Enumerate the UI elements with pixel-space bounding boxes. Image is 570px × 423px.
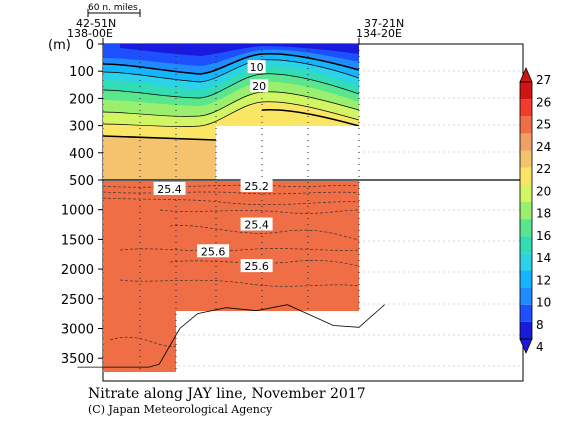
colorbar-segment bbox=[520, 150, 532, 168]
y-tick-label: 2000 bbox=[61, 263, 94, 278]
figure-credit: (C) Japan Meteorological Agency bbox=[88, 403, 273, 416]
colorbar-tick-label: 16 bbox=[536, 229, 551, 243]
colorbar-tick-label: 24 bbox=[536, 140, 551, 154]
end-station-lat: 37-21N bbox=[364, 17, 404, 30]
end-station-lon: 134-20E bbox=[356, 27, 402, 40]
contour-label-bg bbox=[153, 181, 186, 195]
y-unit-label: (m) bbox=[48, 38, 71, 53]
colorbar-tick-label: 8 bbox=[536, 318, 544, 332]
y-axis: 0 100 200 300 400 500 1000 1500 2000 2500 3000 3500 bbox=[61, 38, 103, 367]
colorbar-top-arrow bbox=[519, 66, 533, 83]
contour-label-bg bbox=[247, 60, 266, 74]
y-tick-label: 500 bbox=[69, 174, 94, 189]
y-tick-label: 400 bbox=[69, 147, 94, 162]
colorbar-segment bbox=[520, 133, 532, 151]
colorbar-segment bbox=[520, 99, 532, 117]
contour-label-bg bbox=[240, 217, 273, 231]
contour-label: 25.2 bbox=[244, 180, 269, 193]
contour-label: 25.4 bbox=[157, 183, 182, 196]
bottom-topography-line bbox=[77, 304, 385, 368]
colorbar-segment bbox=[520, 116, 532, 134]
scale-bar: 60 n. miles bbox=[87, 3, 141, 17]
contour-label-bg bbox=[240, 259, 273, 273]
colorbar-tick-label: 14 bbox=[536, 251, 551, 265]
contour-label: 25.4 bbox=[244, 219, 269, 232]
colorbar-tick-label: 18 bbox=[536, 207, 551, 221]
contour-label: 25.6 bbox=[201, 245, 226, 258]
colorbar-labels: 4 8 10 12 14 16 18 20 22 24 25 26 27 bbox=[536, 73, 551, 354]
colorbar-bottom-arrow bbox=[519, 338, 533, 355]
colorbar-segment bbox=[520, 236, 532, 254]
y-tick-label: 100 bbox=[69, 65, 94, 80]
contour-label-bg bbox=[197, 244, 230, 258]
y-tick-label: 3000 bbox=[61, 322, 94, 337]
lower-panel-fill bbox=[102, 181, 360, 372]
scale-bar-label: 60 n. miles bbox=[88, 3, 138, 13]
colorbar-segment bbox=[520, 201, 532, 220]
colorbar-tick-label: 22 bbox=[536, 162, 551, 176]
contour-label: 10 bbox=[250, 61, 264, 74]
figure-title: Nitrate along JAY line, November 2017 bbox=[88, 386, 366, 402]
colorbar-segment bbox=[520, 304, 532, 322]
colorbar-tick-label: 25 bbox=[536, 118, 551, 132]
colorbar-tick-label: 27 bbox=[536, 73, 551, 87]
colorbar-segment bbox=[520, 184, 532, 202]
contour-label-bg bbox=[250, 79, 269, 93]
y-tick-label: 3500 bbox=[61, 352, 94, 367]
y-tick-label: 200 bbox=[69, 92, 94, 107]
colorbar bbox=[519, 66, 533, 355]
y-tick-label: 2500 bbox=[61, 293, 94, 308]
colorbar-segment bbox=[520, 321, 532, 339]
colorbar-tick-label: 12 bbox=[536, 273, 551, 287]
colorbar-tick-label: 20 bbox=[536, 184, 551, 198]
contour-label-bg bbox=[240, 178, 273, 192]
y-tick-label: 300 bbox=[69, 120, 94, 135]
start-station-lon: 138-00E bbox=[67, 27, 113, 40]
y-tick-label: 0 bbox=[86, 38, 94, 53]
y-tick-label: 1000 bbox=[61, 204, 94, 219]
colorbar-segment bbox=[520, 219, 532, 237]
contour-labels: 10 20 25.4 25.2 25.4 25.6 25.6 bbox=[153, 60, 273, 273]
colorbar-tick-label: 4 bbox=[536, 340, 544, 354]
upper-panel-fill bbox=[103, 44, 359, 180]
colorbar-segment bbox=[520, 82, 532, 100]
contour-label: 25.6 bbox=[244, 260, 269, 273]
colorbar-tick-label: 10 bbox=[536, 296, 551, 310]
contour-label: 20 bbox=[252, 80, 266, 93]
colorbar-segment bbox=[520, 270, 532, 288]
colorbar-segment bbox=[520, 287, 532, 305]
y-tick-label: 1500 bbox=[61, 233, 94, 248]
start-station-lat: 42-51N bbox=[76, 17, 116, 30]
colorbar-tick-label: 26 bbox=[536, 95, 551, 109]
colorbar-segment bbox=[520, 167, 532, 185]
colorbar-segment bbox=[520, 253, 532, 271]
